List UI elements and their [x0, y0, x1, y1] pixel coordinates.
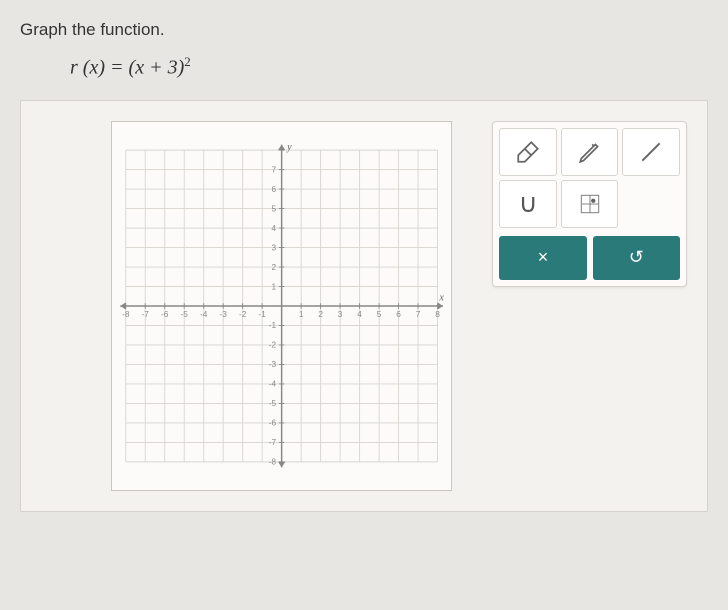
eraser-tool-button[interactable]: [499, 128, 557, 176]
svg-text:6: 6: [396, 310, 401, 319]
coordinate-graph[interactable]: -8 -7 -6 -5 -4 -3 -2 -1 1 2 3 4 5 6 7 8 -8 -7 -6 -5 -4 -3 -2 -1…: [111, 121, 452, 491]
svg-text:-2: -2: [269, 340, 277, 349]
svg-text:5: 5: [272, 204, 277, 213]
svg-text:7: 7: [272, 165, 277, 174]
svg-text:y: y: [286, 142, 292, 153]
undo-button[interactable]: ↺: [593, 236, 680, 280]
svg-text:6: 6: [272, 184, 277, 193]
clear-button[interactable]: ×: [499, 236, 586, 280]
eraser-icon: [515, 139, 541, 165]
parabola-icon: ∪: [519, 188, 538, 219]
point-grid-icon: [577, 191, 603, 217]
svg-text:-4: -4: [200, 310, 208, 319]
svg-text:5: 5: [377, 310, 382, 319]
svg-text:-4: -4: [269, 379, 277, 388]
work-area: -8 -7 -6 -5 -4 -3 -2 -1 1 2 3 4 5 6 7 8 -8 -7 -6 -5 -4 -3 -2 -1…: [20, 100, 708, 512]
svg-text:2: 2: [318, 310, 323, 319]
svg-text:-1: -1: [269, 321, 277, 330]
svg-text:-8: -8: [122, 310, 130, 319]
svg-text:1: 1: [299, 310, 304, 319]
svg-text:-3: -3: [220, 310, 228, 319]
svg-text:-5: -5: [181, 310, 189, 319]
svg-text:4: 4: [272, 223, 277, 232]
svg-text:4: 4: [357, 310, 362, 319]
pencil-icon: [577, 139, 603, 165]
close-icon: ×: [538, 247, 549, 268]
point-grid-tool-button[interactable]: [561, 180, 619, 228]
svg-text:2: 2: [272, 262, 277, 271]
toolbox: ∪ × ↺: [492, 121, 687, 287]
svg-text:-2: -2: [239, 310, 247, 319]
prompt-text: Graph the function.: [20, 20, 708, 40]
svg-text:x: x: [438, 292, 444, 303]
svg-text:3: 3: [272, 243, 277, 252]
svg-text:1: 1: [272, 282, 277, 291]
svg-text:-6: -6: [161, 310, 169, 319]
svg-text:-3: -3: [269, 360, 277, 369]
svg-text:-7: -7: [142, 310, 150, 319]
svg-text:-1: -1: [258, 310, 266, 319]
parabola-tool-button[interactable]: ∪: [499, 180, 557, 228]
svg-text:3: 3: [338, 310, 343, 319]
svg-text:-5: -5: [269, 399, 277, 408]
svg-text:-8: -8: [269, 457, 277, 466]
svg-text:7: 7: [416, 310, 421, 319]
pencil-tool-button[interactable]: [561, 128, 619, 176]
svg-text:-6: -6: [269, 418, 277, 427]
svg-text:8: 8: [435, 310, 440, 319]
undo-icon: ↺: [629, 247, 644, 268]
line-icon: [638, 139, 664, 165]
line-tool-button[interactable]: [622, 128, 680, 176]
equation: r (x) = (x + 3)2: [70, 54, 708, 80]
svg-text:-7: -7: [269, 438, 277, 447]
